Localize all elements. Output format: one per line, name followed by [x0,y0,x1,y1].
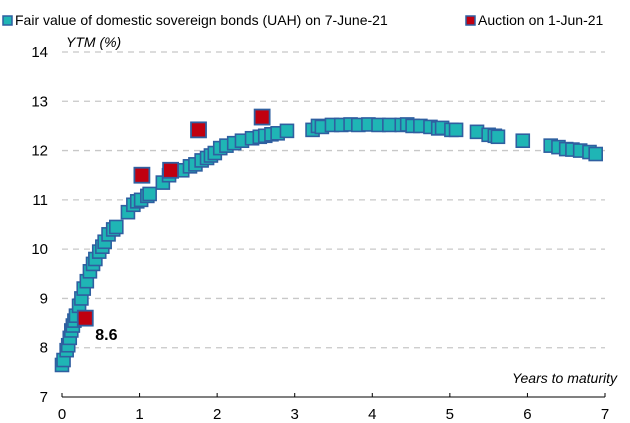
x-tick-label: 2 [213,406,221,423]
fair-value-point [490,129,506,145]
y-tick-label: 8 [40,340,48,357]
y-axis-title: YTM (%) [66,34,121,50]
x-axis-title: Years to maturity [512,370,618,386]
fair-value-point [279,123,295,139]
fair-value-point [382,117,397,133]
y-tick-label: 13 [31,93,48,110]
legend: Fair value of domestic sovereign bonds (… [2,12,604,28]
axes [61,393,606,398]
series-fair-value [54,117,603,373]
y-tick-label: 10 [31,241,48,258]
legend-label-fair-value: Fair value of domestic sovereign bonds (… [15,12,388,28]
auction-point [253,108,271,126]
legend-swatch-auction [465,15,476,26]
y-tick-label: 9 [40,290,48,307]
x-tick-label: 0 [58,406,66,423]
fair-value-point [588,146,603,162]
legend-swatch-fair-value [2,15,13,26]
y-tick-label: 12 [31,143,48,160]
x-tick-label: 7 [601,406,609,423]
x-tick-label: 6 [523,406,531,423]
y-tick-label: 14 [31,44,48,61]
auction-point [162,161,180,179]
auction-point [133,166,151,184]
auction-point [190,121,207,139]
y-tick-label: 11 [32,192,48,209]
annotations: 8.6 [95,327,117,344]
fair-value-point [109,219,124,235]
series-auction [76,108,271,327]
x-tick-label: 5 [446,406,454,423]
x-tick-label: 4 [368,406,376,423]
x-tick-label: 3 [291,406,299,423]
annotation-label: 8.6 [95,327,117,344]
fair-value-point [448,122,464,138]
fair-value-point [515,133,531,149]
fair-value-point [142,186,157,202]
legend-label-auction: Auction on 1-Jun-21 [478,12,604,28]
auction-point [76,309,94,327]
x-tick-label: 1 [135,406,143,423]
y-tick-label: 7 [40,389,48,406]
